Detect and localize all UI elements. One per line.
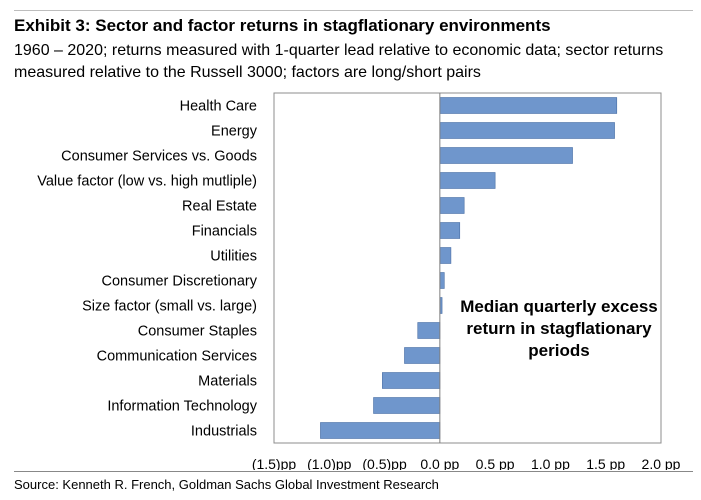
category-label: Energy	[211, 124, 258, 140]
category-label: Financials	[192, 224, 257, 240]
bar	[320, 422, 441, 439]
category-label: Communication Services	[97, 349, 257, 365]
x-tick-label: 0.0 pp	[420, 456, 459, 470]
x-tick-label: (1.0)pp	[307, 456, 352, 470]
top-rule	[14, 10, 693, 11]
category-label: Real Estate	[182, 199, 257, 215]
bar	[439, 222, 461, 239]
bar	[373, 397, 441, 414]
x-tick-label: 1.5 pp	[586, 456, 625, 470]
bar	[439, 197, 465, 214]
bar-chart: Health Care Energy Consumer Services vs. G…	[37, 92, 681, 470]
plot-frame	[273, 92, 662, 444]
x-tick-label: (0.5)pp	[362, 456, 407, 470]
exhibit-title: Exhibit 3: Sector and factor returns in …	[14, 16, 551, 35]
bar	[439, 172, 496, 189]
bar	[404, 347, 441, 364]
bar	[439, 122, 615, 139]
category-label: Industrials	[191, 424, 257, 440]
category-label: Consumer Services vs. Goods	[61, 149, 257, 165]
x-tick-label: 0.5 pp	[476, 456, 515, 470]
category-label: Consumer Discretionary	[101, 274, 257, 290]
x-tick-label: (1.5)pp	[252, 456, 297, 470]
bar	[417, 322, 441, 339]
bar	[439, 272, 445, 289]
bottom-rule	[14, 471, 693, 472]
x-tick-label: 1.0 pp	[531, 456, 570, 470]
category-label: Information Technology	[107, 399, 257, 415]
category-label: Consumer Staples	[138, 324, 257, 340]
category-label: Size factor (small vs. large)	[82, 299, 257, 315]
category-label: Health Care	[180, 99, 257, 115]
exhibit-subtitle: 1960 – 2020; returns measured with 1-qua…	[14, 42, 664, 81]
source-note: Source: Kenneth R. French, Goldman Sachs…	[14, 477, 439, 492]
category-label: Materials	[198, 374, 257, 390]
category-label: Utilities	[210, 249, 257, 265]
chart-annotation: Median quarterly excess return in stagfl…	[460, 297, 658, 360]
x-tick-label: 2.0 pp	[642, 456, 681, 470]
bar	[439, 147, 573, 164]
bar	[439, 247, 452, 264]
bar	[382, 372, 441, 389]
category-label: Value factor (low vs. high mutliple)	[37, 174, 257, 190]
bar	[439, 97, 618, 114]
